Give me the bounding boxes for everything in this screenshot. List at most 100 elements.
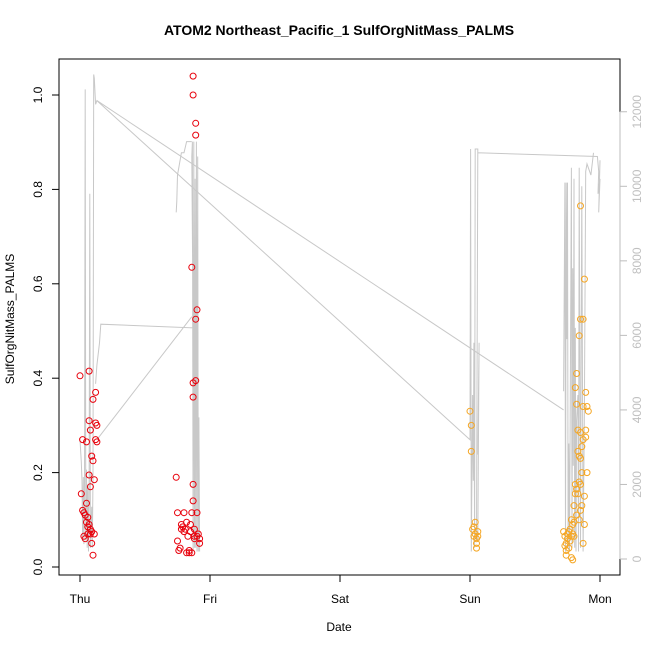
chart-title: ATOM2 Northeast_Pacific_1 SulfOrgNitMass… (164, 22, 514, 38)
data-point (571, 490, 579, 498)
data-point (189, 393, 197, 401)
data-point (579, 403, 587, 410)
data-point (77, 490, 85, 498)
y2-tick-label: 4000 (630, 396, 644, 423)
data-point (573, 370, 581, 377)
y-axis: 0.0 0.2 0.4 0.6 0.8 1.0 (31, 86, 60, 575)
data-point (79, 436, 87, 444)
x-axis: Thu Fri Sat Sun Mon (70, 574, 612, 606)
data-point (466, 407, 474, 415)
data-point (579, 539, 587, 547)
points-layer (76, 72, 592, 564)
data-point (88, 539, 96, 547)
data-point (183, 518, 191, 526)
data-point (193, 509, 201, 517)
data-point (189, 91, 197, 99)
data-point (571, 384, 579, 392)
data-point (579, 315, 587, 323)
data-point (577, 315, 584, 323)
data-point (92, 388, 100, 396)
data-point (84, 513, 92, 521)
data-point (467, 447, 475, 455)
data-point (575, 332, 583, 340)
data-point (580, 492, 588, 500)
data-point (93, 421, 101, 429)
data-point (566, 537, 574, 545)
data-point (86, 483, 94, 491)
data-point (176, 544, 184, 552)
data-point (93, 438, 101, 446)
y-tick-label: 0.4 (31, 370, 45, 387)
secondary-line-segment (95, 141, 201, 552)
data-point (188, 549, 196, 557)
data-point (174, 537, 181, 545)
data-point (172, 473, 180, 481)
data-point (188, 509, 196, 517)
secondary-line-layer (79, 74, 601, 552)
x-tick-label: Thu (70, 592, 91, 606)
data-point (577, 202, 584, 210)
data-point (580, 275, 588, 283)
data-point (473, 544, 480, 552)
y2-tick-label: 0 (630, 555, 644, 562)
data-point (578, 469, 586, 477)
secondary-line-segment (563, 152, 594, 552)
data-point (192, 131, 200, 139)
data-point (85, 521, 93, 528)
data-point (474, 532, 482, 540)
y-tick-label: 1.0 (31, 86, 45, 103)
data-point (578, 502, 586, 510)
data-point (189, 72, 197, 80)
x-tick-label: Sun (459, 592, 480, 606)
data-point (582, 433, 590, 441)
data-point (583, 469, 591, 477)
y-tick-label: 0.8 (31, 181, 45, 198)
data-point (473, 539, 480, 547)
data-point (583, 403, 591, 410)
data-point (83, 438, 90, 446)
data-point (467, 421, 475, 429)
data-point (580, 521, 588, 528)
data-point (471, 518, 479, 526)
data-point (582, 426, 590, 434)
data-point (577, 480, 584, 488)
y-axis-label: SulfOrgNitMass_PALMS (3, 254, 17, 384)
data-point (192, 315, 200, 323)
data-point (189, 480, 197, 488)
data-point (89, 457, 97, 465)
data-point (192, 119, 200, 127)
secondary-line-segment (175, 141, 192, 213)
data-point (76, 372, 84, 380)
data-point (570, 502, 578, 510)
data-point (574, 490, 582, 498)
data-point (189, 497, 197, 505)
data-point (193, 306, 201, 314)
x-tick-label: Mon (588, 592, 611, 606)
data-point (470, 523, 478, 531)
data-point (569, 556, 577, 564)
data-point (573, 485, 581, 493)
data-point (577, 454, 584, 462)
data-point (174, 509, 181, 517)
data-point (187, 521, 194, 528)
data-point (578, 443, 586, 451)
data-point (83, 499, 90, 507)
y2-tick-label: 10000 (630, 169, 644, 203)
y2-tick-label: 6000 (630, 322, 644, 349)
data-point (196, 535, 204, 543)
x-tick-label: Sat (331, 592, 350, 606)
data-point (190, 525, 198, 533)
data-point (573, 400, 581, 408)
data-point (575, 516, 583, 524)
data-point (90, 530, 98, 538)
y2-tick-label: 2000 (630, 471, 644, 498)
plot-frame (58, 58, 621, 576)
data-point (86, 426, 94, 434)
x-axis-label: Date (326, 620, 352, 634)
data-point (474, 528, 482, 536)
x-tick-label: Fri (203, 592, 217, 606)
y2-tick-label: 8000 (630, 247, 644, 274)
data-point (180, 509, 188, 517)
data-point (88, 452, 96, 460)
